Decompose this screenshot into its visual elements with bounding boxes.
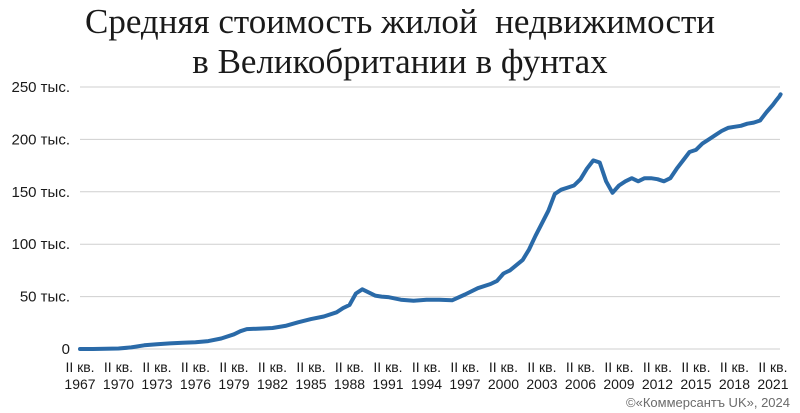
x-tick-label-quarter: II кв.: [258, 359, 287, 375]
x-tick-label-quarter: II кв.: [604, 359, 633, 375]
y-tick-label: 200 тыс.: [11, 131, 70, 148]
x-tick-label-year: 2003: [526, 376, 557, 392]
x-tick-label-quarter: II кв.: [181, 359, 210, 375]
x-tick-label-year: 1973: [141, 376, 172, 392]
x-tick-label-year: 2012: [642, 376, 673, 392]
x-tick-label-year: 1967: [64, 376, 95, 392]
x-tick-label-quarter: II кв.: [335, 359, 364, 375]
x-tick-label-quarter: II кв.: [681, 359, 710, 375]
series-line-0: [78, 92, 783, 351]
x-tick-label-quarter: II кв.: [142, 359, 171, 375]
x-tick-label-year: 1988: [334, 376, 365, 392]
x-tick-label-year: 1991: [372, 376, 403, 392]
x-tick-label-year: 2009: [603, 376, 634, 392]
x-tick-label-quarter: II кв.: [219, 359, 248, 375]
y-tick-label: 0: [62, 341, 70, 358]
chart-title-line2: в Великобритании в фунтах: [192, 42, 608, 81]
x-tick-label-quarter: II кв.: [643, 359, 672, 375]
chart-title-line1: Средняя стоимость жилой недвижимости: [84, 2, 716, 41]
x-tick-label-year: 2006: [565, 376, 596, 392]
x-tick-label-year: 1970: [103, 376, 134, 392]
y-tick-label: 50 тыс.: [20, 289, 70, 306]
x-tick-label-quarter: II кв.: [720, 359, 749, 375]
chart-title: Средняя стоимость жилой недвижимости в В…: [0, 2, 800, 82]
x-tick-label-quarter: II кв.: [65, 359, 94, 375]
x-tick-label-quarter: II кв.: [373, 359, 402, 375]
x-tick-label-year: 1982: [257, 376, 288, 392]
x-tick-label-year: 1976: [180, 376, 211, 392]
y-tick-label: 150 тыс.: [11, 184, 70, 201]
x-tick-label-year: 1994: [411, 376, 442, 392]
y-tick-label: 250 тыс.: [11, 79, 70, 96]
x-tick-label-quarter: II кв.: [412, 359, 441, 375]
x-tick-label-quarter: II кв.: [450, 359, 479, 375]
x-tick-label-quarter: II кв.: [489, 359, 518, 375]
x-tick-label-year: 2000: [488, 376, 519, 392]
x-tick-label-year: 1997: [449, 376, 480, 392]
copyright-credit: ©«Коммерсантъ UK», 2024: [626, 395, 790, 410]
y-tick-label: 100 тыс.: [11, 236, 70, 253]
x-tick-label-quarter: II кв.: [566, 359, 595, 375]
x-tick-label-year: 2015: [680, 376, 711, 392]
x-tick-label-year: 1979: [218, 376, 249, 392]
x-tick-label-quarter: II кв.: [758, 359, 787, 375]
x-tick-label-quarter: II кв.: [527, 359, 556, 375]
x-tick-label-quarter: II кв.: [296, 359, 325, 375]
x-tick-label-year: 2021: [757, 376, 788, 392]
x-tick-label-year: 2018: [719, 376, 750, 392]
x-tick-label-quarter: II кв.: [104, 359, 133, 375]
x-tick-label-year: 1985: [295, 376, 326, 392]
